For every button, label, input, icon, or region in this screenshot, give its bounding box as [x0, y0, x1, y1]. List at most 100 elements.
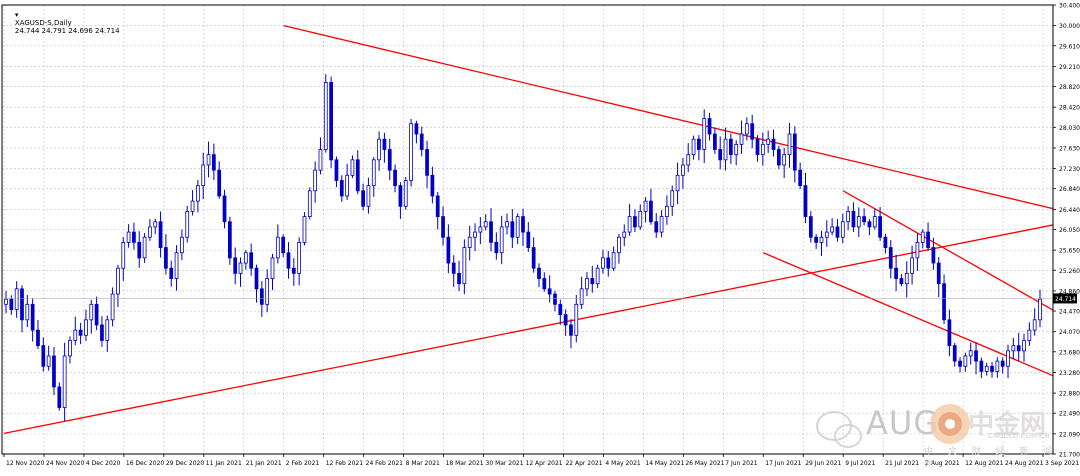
candle-body: [57, 386, 62, 408]
candle-body: [617, 236, 621, 254]
candle-body: [952, 345, 957, 362]
x-tick-label: 2 Aug 2021: [925, 460, 960, 467]
candle-body: [137, 242, 142, 259]
candle-body: [515, 216, 520, 238]
y-tick-label: 22.880: [1059, 391, 1080, 398]
wechat-icon: [816, 411, 862, 448]
x-tick-label: 2 Feb 2021: [286, 460, 320, 467]
candle-body: [116, 267, 120, 295]
candle-body: [526, 231, 531, 248]
candle-body: [643, 200, 648, 212]
candle-body: [984, 365, 989, 372]
y-tick-label: 26.050: [1059, 227, 1080, 234]
candle-body: [744, 123, 749, 135]
candle-body: [489, 221, 493, 243]
candle-body: [446, 236, 451, 264]
candle-body: [947, 319, 952, 347]
candle-body: [366, 185, 371, 207]
candle-body: [409, 123, 413, 181]
candle-body: [14, 288, 19, 310]
candle-body: [478, 226, 483, 233]
candle-body: [174, 252, 179, 279]
candle-body: [681, 164, 685, 176]
candle-body: [862, 216, 866, 223]
candle-body: [766, 138, 771, 145]
x-tick-label: 22 Apr 2021: [565, 460, 602, 467]
candle-body: [531, 247, 536, 269]
candle-body: [936, 262, 941, 285]
trendline-lower-ascending[interactable]: [3, 224, 1054, 434]
candle-body: [4, 298, 8, 305]
candle-body: [334, 159, 339, 181]
candle-body: [62, 355, 67, 408]
candle-body: [41, 345, 46, 367]
candle-body: [713, 133, 717, 150]
y-tick-label: 22.490: [1059, 411, 1080, 418]
candle-body: [904, 272, 909, 285]
candle-body: [254, 267, 259, 290]
candle-body: [382, 138, 387, 150]
candle-body: [46, 355, 51, 367]
chart-header: ▾ XAGUSD-S,Daily 24.744 24.791 24.696 24…: [6, 3, 120, 43]
current-price-tag: [1053, 293, 1077, 304]
candle-body: [1000, 360, 1005, 367]
current-price-label: 24.714: [1055, 296, 1076, 303]
y-tick-label: 28.030: [1059, 125, 1080, 132]
candle-body: [665, 205, 669, 217]
watermark-logo-text: 中金网: [968, 410, 1047, 440]
candle-body: [830, 226, 834, 233]
candle-body: [638, 211, 643, 228]
candle-body: [121, 242, 126, 269]
axes: 30.400 30.000 29.610 29.210 28.820 28.420 28.0…: [1, 3, 1080, 467]
candle-body: [1032, 319, 1037, 331]
candle-body: [702, 118, 707, 150]
candle-body: [867, 221, 872, 228]
candle-body: [691, 138, 696, 156]
candle-body: [899, 278, 904, 285]
candle-body: [851, 211, 856, 228]
candle-body: [227, 221, 232, 259]
trendline-channel-lower[interactable]: [763, 252, 1054, 377]
candle-body: [78, 329, 83, 336]
watermark-subtitle: 中 文 财 经 新 闻 网: [924, 447, 1059, 470]
candle-body: [798, 169, 803, 187]
candle-body: [974, 350, 978, 362]
candle-body: [542, 278, 547, 290]
candle-body: [1038, 298, 1042, 321]
candle-body: [558, 303, 563, 316]
candle-body: [84, 319, 88, 336]
candle-body: [126, 231, 131, 243]
candle-body: [313, 169, 317, 192]
x-tick-label: 24 Feb 2021: [366, 460, 404, 467]
candle-body: [281, 236, 286, 254]
watermark-brand: AUG: [866, 404, 940, 442]
y-tick-label: 25.650: [1059, 248, 1080, 255]
ohlc-label: 24.744 24.791 24.696 24.714: [14, 27, 120, 35]
candle-body: [569, 324, 573, 336]
x-tick-label: 8 Mar 2021: [406, 460, 440, 467]
x-tick-label: 24 Aug 2021: [1005, 460, 1044, 467]
trendline-upper-descending[interactable]: [283, 25, 1054, 210]
x-tick-label: 21 Jul 2021: [885, 460, 919, 467]
x-tick-label: 21 Jan 2021: [246, 460, 282, 467]
candle-body: [20, 288, 24, 321]
trendline-channel-upper[interactable]: [842, 190, 1054, 311]
y-tick-label: 26.440: [1059, 207, 1080, 214]
x-tick-label: 9 Jul 2021: [845, 460, 875, 467]
candle-body: [840, 221, 845, 238]
candle-body: [345, 174, 349, 197]
candle-body: [164, 247, 168, 269]
candle-body: [190, 200, 195, 212]
x-tick-label: 4 Dec 2020: [86, 460, 121, 467]
y-tick-label: 26.840: [1059, 186, 1080, 193]
candle-body: [920, 231, 925, 243]
candle-body: [403, 180, 408, 207]
candle-body: [441, 216, 445, 238]
trendlines: [3, 25, 1054, 434]
x-tick-label: 14 May 2021: [645, 460, 684, 467]
candle-body: [579, 288, 584, 305]
candle-body: [771, 138, 776, 150]
candle-body: [291, 267, 296, 274]
